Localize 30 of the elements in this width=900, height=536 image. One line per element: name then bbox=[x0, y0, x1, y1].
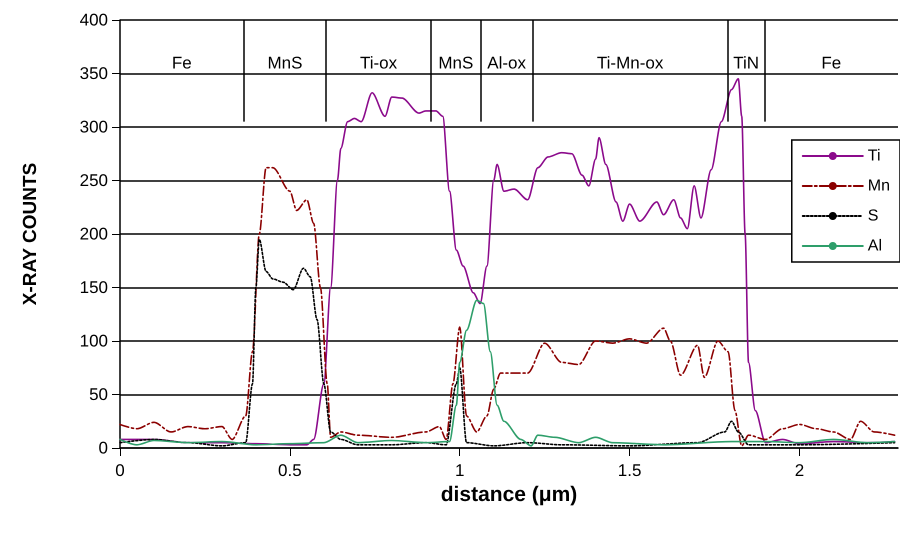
line-series bbox=[119, 300, 896, 447]
line-series bbox=[119, 166, 896, 447]
y-tick-label: 200 bbox=[80, 224, 108, 244]
x-tick-label: 1 bbox=[455, 461, 464, 480]
y-tick-label: 300 bbox=[80, 118, 108, 136]
annotation: Fe bbox=[172, 53, 192, 72]
y-tick-label: 250 bbox=[80, 171, 108, 190]
legend-label: S bbox=[868, 208, 878, 224]
annotation: Fe bbox=[821, 53, 842, 72]
x-axis-title: distance (μm) bbox=[440, 483, 578, 506]
y-tick-label: 350 bbox=[80, 64, 108, 83]
y-axis-title: X-RAY COUNTS bbox=[20, 162, 41, 306]
annotation: TiN bbox=[733, 53, 760, 72]
annotation: MnS bbox=[438, 53, 474, 72]
y-tick-label: 400 bbox=[80, 10, 108, 30]
annotation: MnS bbox=[267, 53, 302, 72]
legend-label: Mn bbox=[868, 178, 890, 194]
legend-label: Al bbox=[868, 238, 882, 254]
annotation: Al-ox bbox=[487, 53, 526, 72]
x-tick-label: 0.5 bbox=[278, 461, 302, 480]
annotation: Ti-Mn-ox bbox=[596, 53, 664, 72]
y-tick-label: 50 bbox=[89, 385, 108, 404]
annotation: Ti-ox bbox=[360, 53, 398, 72]
y-tick-label: 100 bbox=[80, 332, 108, 350]
x-tick-label: 0 bbox=[115, 461, 125, 480]
legend-label: Ti bbox=[868, 148, 881, 164]
y-tick-label: 150 bbox=[80, 278, 108, 297]
y-tick-label: 0 bbox=[98, 438, 108, 458]
x-tick-label: 1.5 bbox=[618, 461, 642, 480]
x-tick-label: 2 bbox=[794, 461, 804, 480]
